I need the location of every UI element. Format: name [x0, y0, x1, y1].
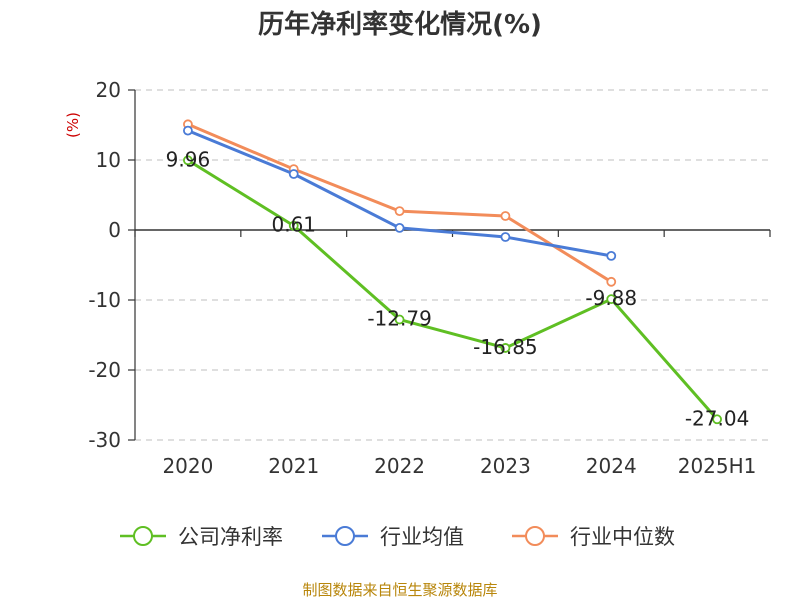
data-label-5: -27.04	[685, 406, 749, 430]
x-tick-label-4: 2024	[586, 454, 637, 478]
data-label-2: -12.79	[367, 307, 431, 331]
series-2-point-3	[500, 211, 511, 221]
y-tick-label-2: 0	[108, 218, 121, 242]
legend-label-2: 行业中位数	[570, 525, 675, 549]
grid-lines	[135, 89, 770, 441]
series-line-2	[187, 122, 613, 284]
data-label-1: 0.61	[271, 213, 316, 237]
series-0-point-5	[712, 414, 722, 425]
x-tick-label-2: 2022	[374, 454, 425, 478]
data-source-note: 制图数据来自恒生聚源数据库	[302, 581, 497, 599]
series-1-point-2	[394, 222, 405, 233]
data-label-4: -9.88	[585, 286, 637, 310]
series-1-point-1	[288, 169, 299, 179]
legend-marker-0	[133, 526, 153, 546]
legend-label-0: 公司净利率	[178, 525, 283, 549]
x-tick-label-1: 2021	[268, 454, 319, 478]
series-2-point-4	[606, 276, 617, 287]
data-label-3: -16.85	[473, 335, 537, 359]
y-tick-label-4: -20	[88, 358, 121, 382]
series-0-point-2	[394, 314, 405, 325]
series-line-0	[187, 159, 719, 421]
legend-label-1: 行业均值	[380, 525, 464, 549]
series-1-point-0	[183, 125, 193, 136]
data-labels: 9.96 0.61 -12.79 -16.85 -9.88 -27.04	[166, 147, 750, 430]
x-tick-label-3: 2023	[480, 454, 531, 478]
y-tick-label-5: -30	[88, 428, 121, 452]
series-0-point-3	[500, 343, 511, 353]
x-tick-label-0: 2020	[162, 454, 213, 478]
series-line-1	[187, 129, 612, 258]
series-0-point-1	[288, 220, 299, 231]
series-lines	[183, 119, 722, 425]
y-tick-label-3: -10	[88, 288, 121, 312]
y-axis-unit: (%)	[64, 112, 82, 138]
legend-marker-2	[525, 526, 545, 546]
y-tick-label-0: 20	[96, 78, 121, 102]
series-1-point-3	[500, 232, 511, 242]
series-0-point-4	[606, 294, 617, 305]
y-tick-label-1: 10	[96, 148, 121, 172]
legend-marker-1	[335, 526, 355, 546]
axes: 20 10 0 -10 -20 -30 2020 2021 2022 2023 2024 2025H1	[88, 78, 771, 478]
series-0-point-0	[183, 155, 193, 166]
x-tick-label-5: 2025H1	[678, 454, 757, 478]
series-2-point-2	[394, 206, 405, 217]
chart-title: 历年净利率变化情况(%)	[258, 9, 542, 40]
data-label-0: 9.96	[166, 147, 211, 171]
series-1-point-4	[606, 250, 617, 261]
legend: 公司净利率 行业均值 行业中位数	[120, 525, 675, 549]
